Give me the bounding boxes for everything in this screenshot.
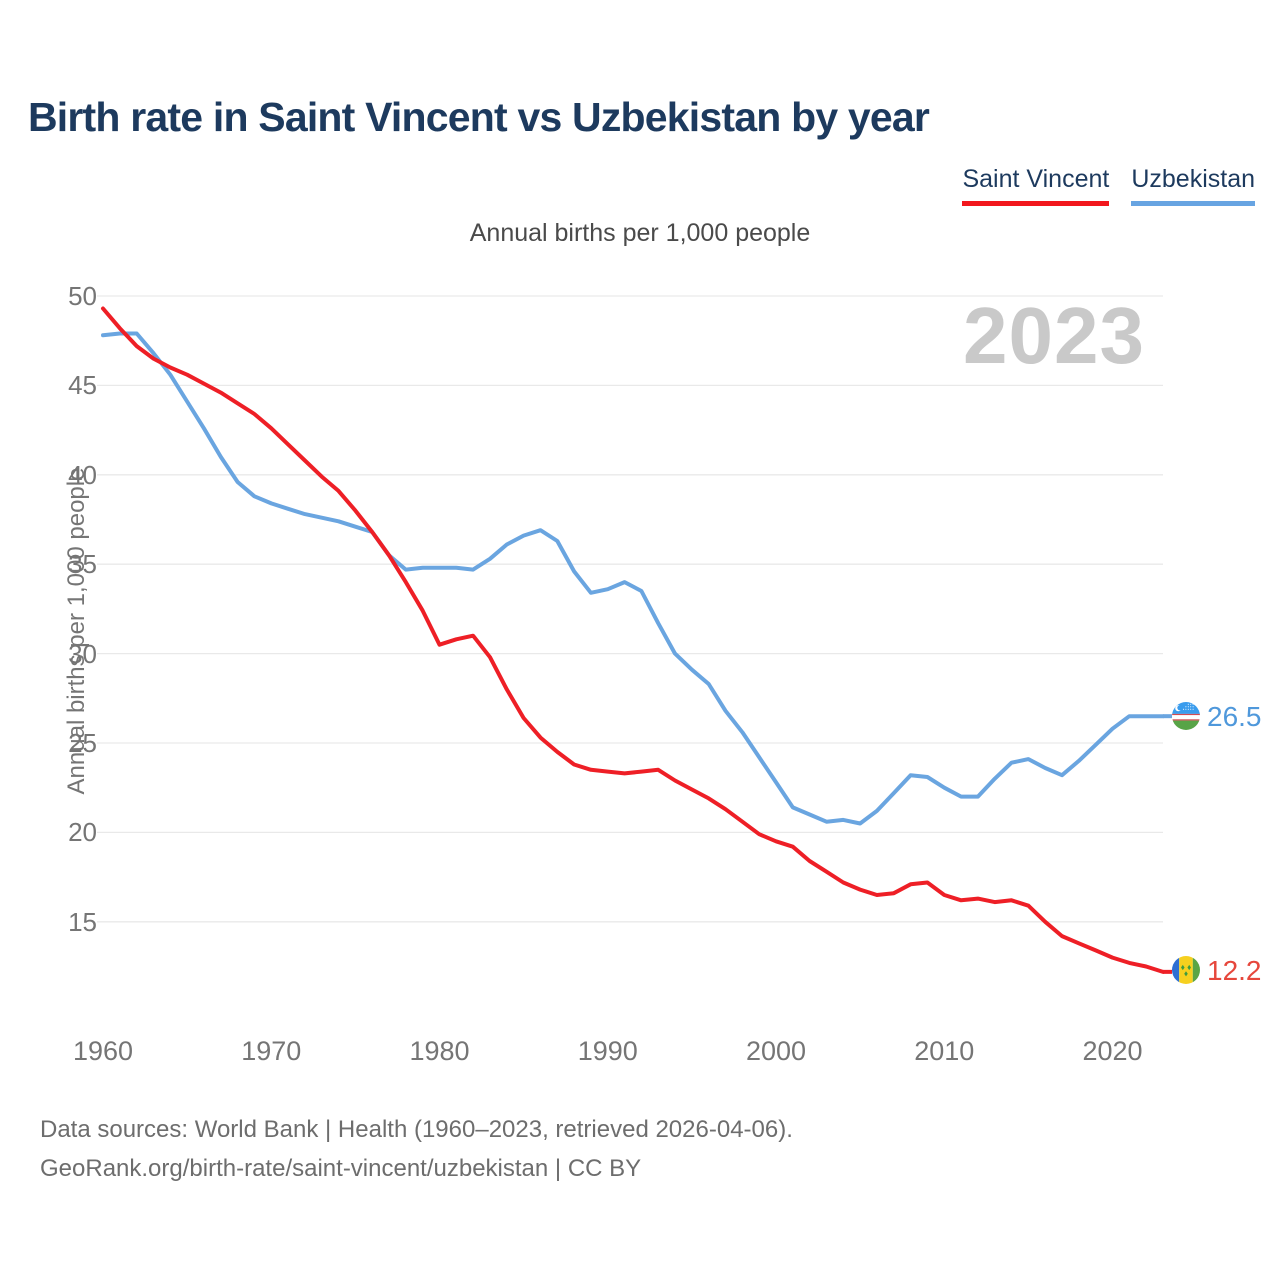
series-lines [101, 306, 1172, 974]
x-tick-label: 1980 [409, 1036, 470, 1066]
y-tick-label: 20 [68, 817, 97, 848]
footer-source-line: Data sources: World Bank | Health (1960–… [40, 1116, 793, 1143]
uzbekistan-flag-icon [1172, 702, 1200, 730]
legend-item-uzbekistan[interactable]: Uzbekistan [1131, 165, 1255, 206]
x-tick-label: 1960 [72, 1036, 134, 1066]
series-line-uzbekistan [101, 331, 1165, 826]
footer-license-line: GeoRank.org/birth-rate/saint-vincent/uzb… [40, 1155, 642, 1182]
watermark-year: 2023 [963, 291, 1145, 380]
x-tick-label: 2010 [914, 1036, 975, 1066]
saint-vincent-flag-icon [1172, 956, 1200, 984]
legend: Saint Vincent Uzbekistan [962, 165, 1255, 206]
y-tick-label: 30 [68, 638, 97, 669]
chart-subtitle: Annual births per 1,000 people [469, 219, 811, 247]
value-label-saint-vincent: 12.2 [1207, 955, 1262, 986]
y-tick-label: 50 [68, 281, 97, 311]
series-line-saint-vincent [101, 306, 1165, 974]
x-tick-label: 2000 [745, 1036, 807, 1066]
y-tick-label: 15 [68, 906, 97, 937]
gridlines [97, 295, 1163, 923]
legend-item-saint-vincent[interactable]: Saint Vincent [962, 165, 1110, 206]
x-tick-label: 1970 [241, 1036, 302, 1066]
y-tick-label: 45 [68, 370, 97, 401]
value-label-uzbekistan: 26.5 [1207, 701, 1262, 732]
page-title: Birth rate in Saint Vincent vs Uzbekista… [28, 94, 930, 140]
y-tick-label: 35 [68, 549, 97, 580]
x-tick-label: 1990 [577, 1036, 638, 1066]
footer: Data sources: World Bank | Health (1960–… [40, 1110, 793, 1188]
y-tick-label: 40 [68, 459, 97, 490]
x-tick-label: 2020 [1082, 1036, 1143, 1066]
y-tick-label: 25 [68, 728, 97, 758]
